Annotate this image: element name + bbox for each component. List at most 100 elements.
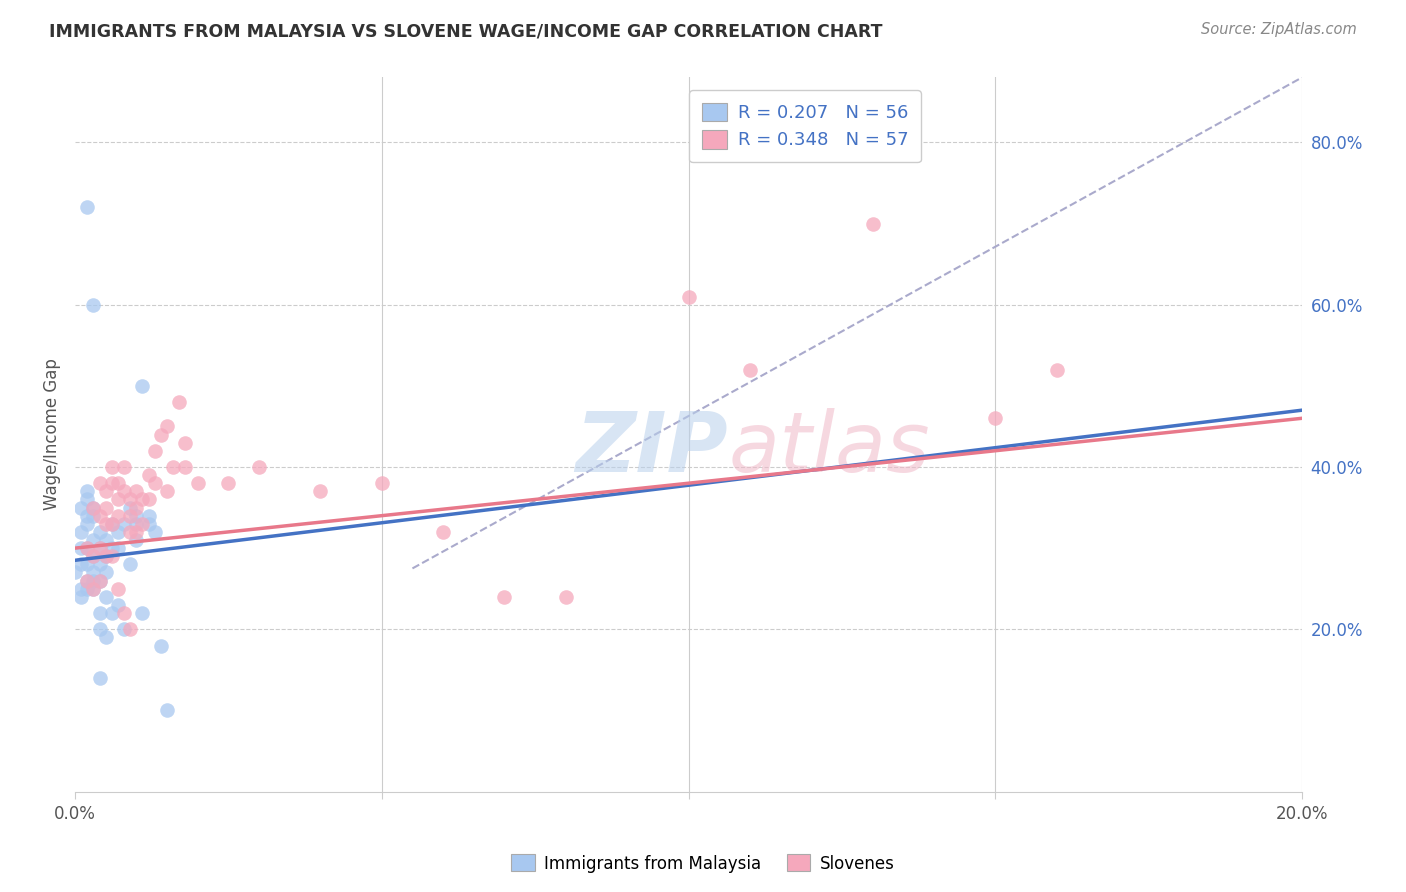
Point: [112, 484, 135, 499]
Point: [162, 460, 184, 475]
Point: [82, 549, 104, 564]
Point: [101, 549, 124, 564]
Point: [76, 541, 98, 555]
Point: [131, 606, 153, 620]
Point: [101, 606, 124, 620]
Point: [107, 598, 129, 612]
Point: [76, 558, 98, 572]
Point: [89, 541, 111, 555]
Point: [371, 476, 394, 491]
Point: [82, 582, 104, 596]
Point: [143, 476, 166, 491]
Point: [156, 703, 179, 717]
Point: [70, 500, 93, 515]
Point: [101, 460, 124, 475]
Point: [131, 492, 153, 507]
Point: [107, 582, 129, 596]
Legend: Immigrants from Malaysia, Slovenes: Immigrants from Malaysia, Slovenes: [505, 847, 901, 880]
Point: [82, 508, 104, 523]
Point: [70, 558, 93, 572]
Legend: R = 0.207   N = 56, R = 0.348   N = 57: R = 0.207 N = 56, R = 0.348 N = 57: [689, 90, 921, 162]
Point: [76, 492, 98, 507]
Point: [101, 516, 124, 531]
Point: [432, 524, 454, 539]
Point: [94, 549, 117, 564]
Point: [149, 427, 172, 442]
Point: [120, 500, 142, 515]
Point: [89, 671, 111, 685]
Point: [63, 566, 86, 580]
Point: [70, 590, 93, 604]
Point: [125, 524, 148, 539]
Point: [94, 533, 117, 547]
Point: [89, 508, 111, 523]
Point: [82, 574, 104, 588]
Point: [120, 524, 142, 539]
Point: [89, 574, 111, 588]
Point: [76, 516, 98, 531]
Point: [217, 476, 239, 491]
Point: [70, 541, 93, 555]
Point: [554, 590, 576, 604]
Point: [112, 606, 135, 620]
Point: [143, 443, 166, 458]
Point: [125, 508, 148, 523]
Point: [70, 524, 93, 539]
Point: [94, 484, 117, 499]
Point: [82, 298, 104, 312]
Point: [156, 419, 179, 434]
Point: [125, 484, 148, 499]
Point: [120, 508, 142, 523]
Point: [70, 582, 93, 596]
Point: [738, 362, 761, 376]
Point: [94, 500, 117, 515]
Point: [174, 460, 197, 475]
Point: [82, 500, 104, 515]
Point: [125, 500, 148, 515]
Point: [76, 200, 98, 214]
Point: [76, 582, 98, 596]
Point: [82, 549, 104, 564]
Point: [131, 379, 153, 393]
Point: [89, 541, 111, 555]
Text: IMMIGRANTS FROM MALAYSIA VS SLOVENE WAGE/INCOME GAP CORRELATION CHART: IMMIGRANTS FROM MALAYSIA VS SLOVENE WAGE…: [49, 22, 883, 40]
Point: [82, 566, 104, 580]
Point: [309, 484, 332, 499]
Point: [107, 476, 129, 491]
Point: [107, 508, 129, 523]
Point: [120, 492, 142, 507]
Point: [138, 468, 160, 483]
Point: [120, 622, 142, 636]
Point: [131, 516, 153, 531]
Point: [120, 558, 142, 572]
Point: [107, 524, 129, 539]
Text: ZIP: ZIP: [575, 409, 728, 490]
Point: [89, 574, 111, 588]
Text: Source: ZipAtlas.com: Source: ZipAtlas.com: [1201, 22, 1357, 37]
Point: [138, 508, 160, 523]
Point: [76, 574, 98, 588]
Point: [82, 500, 104, 515]
Point: [143, 524, 166, 539]
Point: [107, 492, 129, 507]
Point: [187, 476, 209, 491]
Point: [494, 590, 516, 604]
Point: [984, 411, 1007, 425]
Point: [76, 574, 98, 588]
Point: [94, 516, 117, 531]
Point: [107, 541, 129, 555]
Point: [89, 558, 111, 572]
Point: [247, 460, 270, 475]
Point: [89, 622, 111, 636]
Point: [1046, 362, 1069, 376]
Point: [94, 566, 117, 580]
Point: [174, 435, 197, 450]
Point: [76, 541, 98, 555]
Point: [125, 516, 148, 531]
Point: [76, 508, 98, 523]
Point: [862, 217, 884, 231]
Point: [94, 631, 117, 645]
Point: [138, 492, 160, 507]
Point: [138, 516, 160, 531]
Point: [101, 516, 124, 531]
